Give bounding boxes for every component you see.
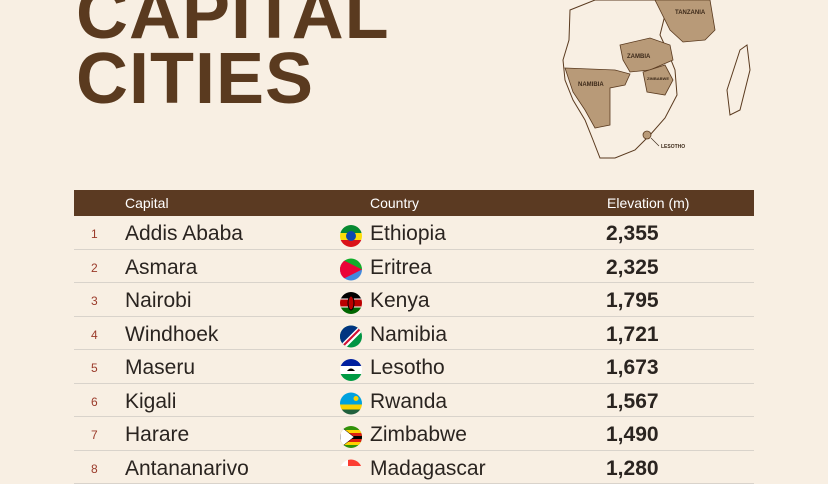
map-label: NAMIBIA	[578, 82, 604, 88]
table-cell: 2,325	[606, 256, 659, 280]
table-cell: Zimbabwe	[370, 423, 467, 447]
table-cell: Antananarivo	[125, 457, 249, 481]
table-cell: 1,280	[606, 457, 659, 481]
table-row: 1 Addis Ababa Ethiopia 2,355	[74, 216, 754, 250]
row-number: 7	[91, 428, 98, 442]
map-label: ZAMBIA	[627, 54, 651, 60]
table-cell: 1,567	[606, 390, 659, 414]
row-number: 6	[91, 395, 98, 409]
table-cell: 1,673	[606, 356, 659, 380]
table-cell: Kenya	[370, 289, 430, 313]
table-cell: Asmara	[125, 256, 197, 280]
table-cell: Lesotho	[370, 356, 445, 380]
title-line: CITIES	[76, 43, 314, 115]
table-cell: 1,490	[606, 423, 659, 447]
map-pointer	[651, 138, 659, 146]
table-cell: Kigali	[125, 390, 176, 414]
row-number: 3	[91, 294, 98, 308]
map: TANZANIA ZAMBIA ZIMBABWE NAMIBIA LESOTHO	[555, 0, 775, 165]
table-cell: 2,355	[606, 222, 659, 246]
header-cell: Elevation (m)	[607, 195, 689, 211]
table-row: 5 Maseru Lesotho 1,673	[74, 350, 754, 384]
page: CAPITAL CITIES TANZANIA ZAMBIA ZIMBABWE …	[0, 0, 828, 466]
map-label: TANZANIA	[675, 10, 706, 16]
table-cell: Nairobi	[125, 289, 192, 313]
row-number: 8	[91, 462, 98, 476]
map-island	[727, 45, 750, 115]
table-row: 8 Antananarivo Madagascar 1,280	[74, 451, 754, 484]
table-cell: Addis Ababa	[125, 222, 243, 246]
table-cell: Harare	[125, 423, 189, 447]
table-cell: Maseru	[125, 356, 195, 380]
map-label: LESOTHO	[661, 144, 685, 150]
table-cell: Windhoek	[125, 323, 218, 347]
map-label: ZIMBABWE	[647, 76, 669, 81]
table-cell: Ethiopia	[370, 222, 446, 246]
table: Capital Country Elevation (m) 1 Addis Aba…	[74, 190, 754, 484]
table-cell: Eritrea	[370, 256, 432, 280]
table-row: 4 Windhoek Namibia 1,721	[74, 317, 754, 351]
table-cell: Madagascar	[370, 457, 486, 481]
table-header: Capital Country Elevation (m)	[74, 190, 754, 216]
table-row: 7 Harare Zimbabwe 1,490	[74, 417, 754, 451]
table-cell: 1,721	[606, 323, 659, 347]
header-cell: Country	[370, 195, 419, 211]
header-cell: Capital	[125, 195, 169, 211]
row-number: 5	[91, 361, 98, 375]
row-number: 2	[91, 261, 98, 275]
table-cell: Rwanda	[370, 390, 447, 414]
table-cell: 1,795	[606, 289, 659, 313]
row-number: 1	[91, 227, 98, 241]
table-row: 2 Asmara Eritrea 2,325	[74, 250, 754, 284]
table-cell: Namibia	[370, 323, 447, 347]
map-country	[643, 131, 651, 139]
table-row: 6 Kigali Rwanda 1,567	[74, 384, 754, 418]
row-number: 4	[91, 328, 98, 342]
table-row: 3 Nairobi Kenya 1,795	[74, 283, 754, 317]
